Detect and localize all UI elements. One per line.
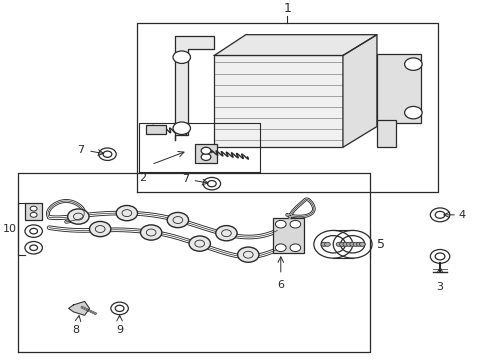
Circle shape (68, 209, 89, 224)
Circle shape (30, 212, 37, 217)
Text: 9: 9 (116, 325, 123, 335)
Text: 7: 7 (182, 174, 189, 184)
Bar (214, 55, 343, 147)
Polygon shape (69, 301, 90, 315)
Circle shape (173, 51, 191, 63)
Polygon shape (343, 35, 377, 147)
Circle shape (216, 226, 237, 241)
Circle shape (357, 242, 363, 246)
Bar (272, 218, 304, 253)
Circle shape (360, 242, 365, 246)
Circle shape (340, 242, 345, 246)
Text: 7: 7 (77, 145, 85, 155)
Bar (25, 203, 42, 220)
Circle shape (275, 220, 286, 228)
Circle shape (350, 242, 356, 246)
Circle shape (405, 107, 422, 119)
Circle shape (324, 242, 330, 246)
Polygon shape (175, 36, 214, 140)
Circle shape (321, 242, 327, 246)
Bar (377, 120, 396, 147)
Circle shape (336, 242, 342, 246)
Circle shape (275, 244, 286, 252)
Circle shape (353, 242, 359, 246)
Circle shape (201, 153, 211, 161)
Circle shape (189, 236, 210, 251)
Polygon shape (214, 35, 377, 55)
Text: 4: 4 (459, 210, 466, 220)
Circle shape (116, 206, 138, 221)
Bar (147, 125, 166, 134)
Circle shape (238, 247, 259, 262)
Circle shape (201, 147, 211, 154)
Circle shape (90, 221, 111, 237)
Circle shape (173, 122, 191, 135)
Circle shape (405, 58, 422, 70)
Bar (195, 144, 217, 163)
Text: 2: 2 (139, 173, 146, 183)
Circle shape (30, 206, 37, 211)
Text: 6: 6 (277, 280, 284, 290)
Circle shape (346, 242, 352, 246)
Text: 3: 3 (437, 282, 443, 292)
Text: 1: 1 (283, 2, 291, 15)
Circle shape (290, 220, 301, 228)
Text: 10: 10 (3, 224, 17, 234)
Text: 8: 8 (73, 325, 79, 335)
Circle shape (343, 242, 349, 246)
Text: 5: 5 (377, 238, 385, 251)
Circle shape (290, 244, 301, 252)
Circle shape (141, 225, 162, 240)
Bar (377, 54, 420, 123)
Circle shape (167, 212, 189, 228)
